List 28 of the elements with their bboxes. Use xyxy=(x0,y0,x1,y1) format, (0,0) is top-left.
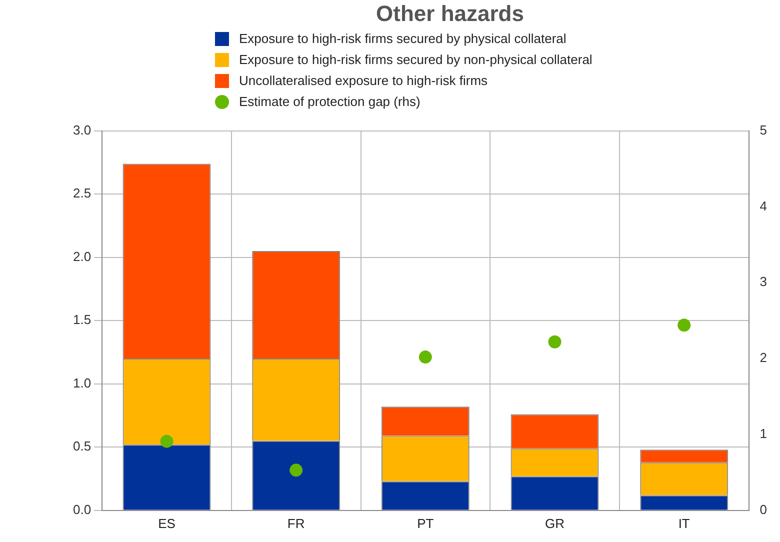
point xyxy=(290,464,303,477)
y-tick-label: 0.5 xyxy=(72,438,92,454)
legend-label: Exposure to high-risk firms secured by non-physical collateral xyxy=(239,52,592,67)
legend-label: Estimate of protection gap (rhs) xyxy=(239,94,420,109)
x-tick-label: ES xyxy=(158,516,176,531)
y-tick-label: 3.0 xyxy=(72,122,92,138)
x-tick-label: GR xyxy=(545,516,565,531)
y2-tick-label: 4 xyxy=(760,198,768,214)
y2-tick-label: 1 xyxy=(760,426,768,442)
legend-label: Uncollateralised exposure to high-risk firms xyxy=(239,73,488,88)
point xyxy=(548,335,562,348)
y-tick-label: 0.0 xyxy=(72,502,92,517)
y2-tick-label: 5 xyxy=(760,122,768,138)
y-tick-label: 2.0 xyxy=(72,248,92,264)
chart-title: Other hazards xyxy=(375,0,525,28)
point xyxy=(418,350,432,364)
x-tick-label: PT xyxy=(417,516,434,531)
x-tick-label: IT xyxy=(678,516,690,531)
point xyxy=(678,318,691,332)
y2-tick-label: 0 xyxy=(760,502,768,517)
point xyxy=(160,434,174,448)
legend-label: Exposure to high-risk firms secured by physical collateral xyxy=(239,31,566,46)
y2-tick-label: 3 xyxy=(760,274,768,290)
y2-tick-label: 2 xyxy=(760,350,768,366)
y-tick-label: 2.5 xyxy=(72,186,92,201)
y-tick-label: 1.0 xyxy=(72,375,92,390)
y-tick-label: 1.5 xyxy=(72,312,92,328)
x-tick-label: FR xyxy=(287,516,305,531)
